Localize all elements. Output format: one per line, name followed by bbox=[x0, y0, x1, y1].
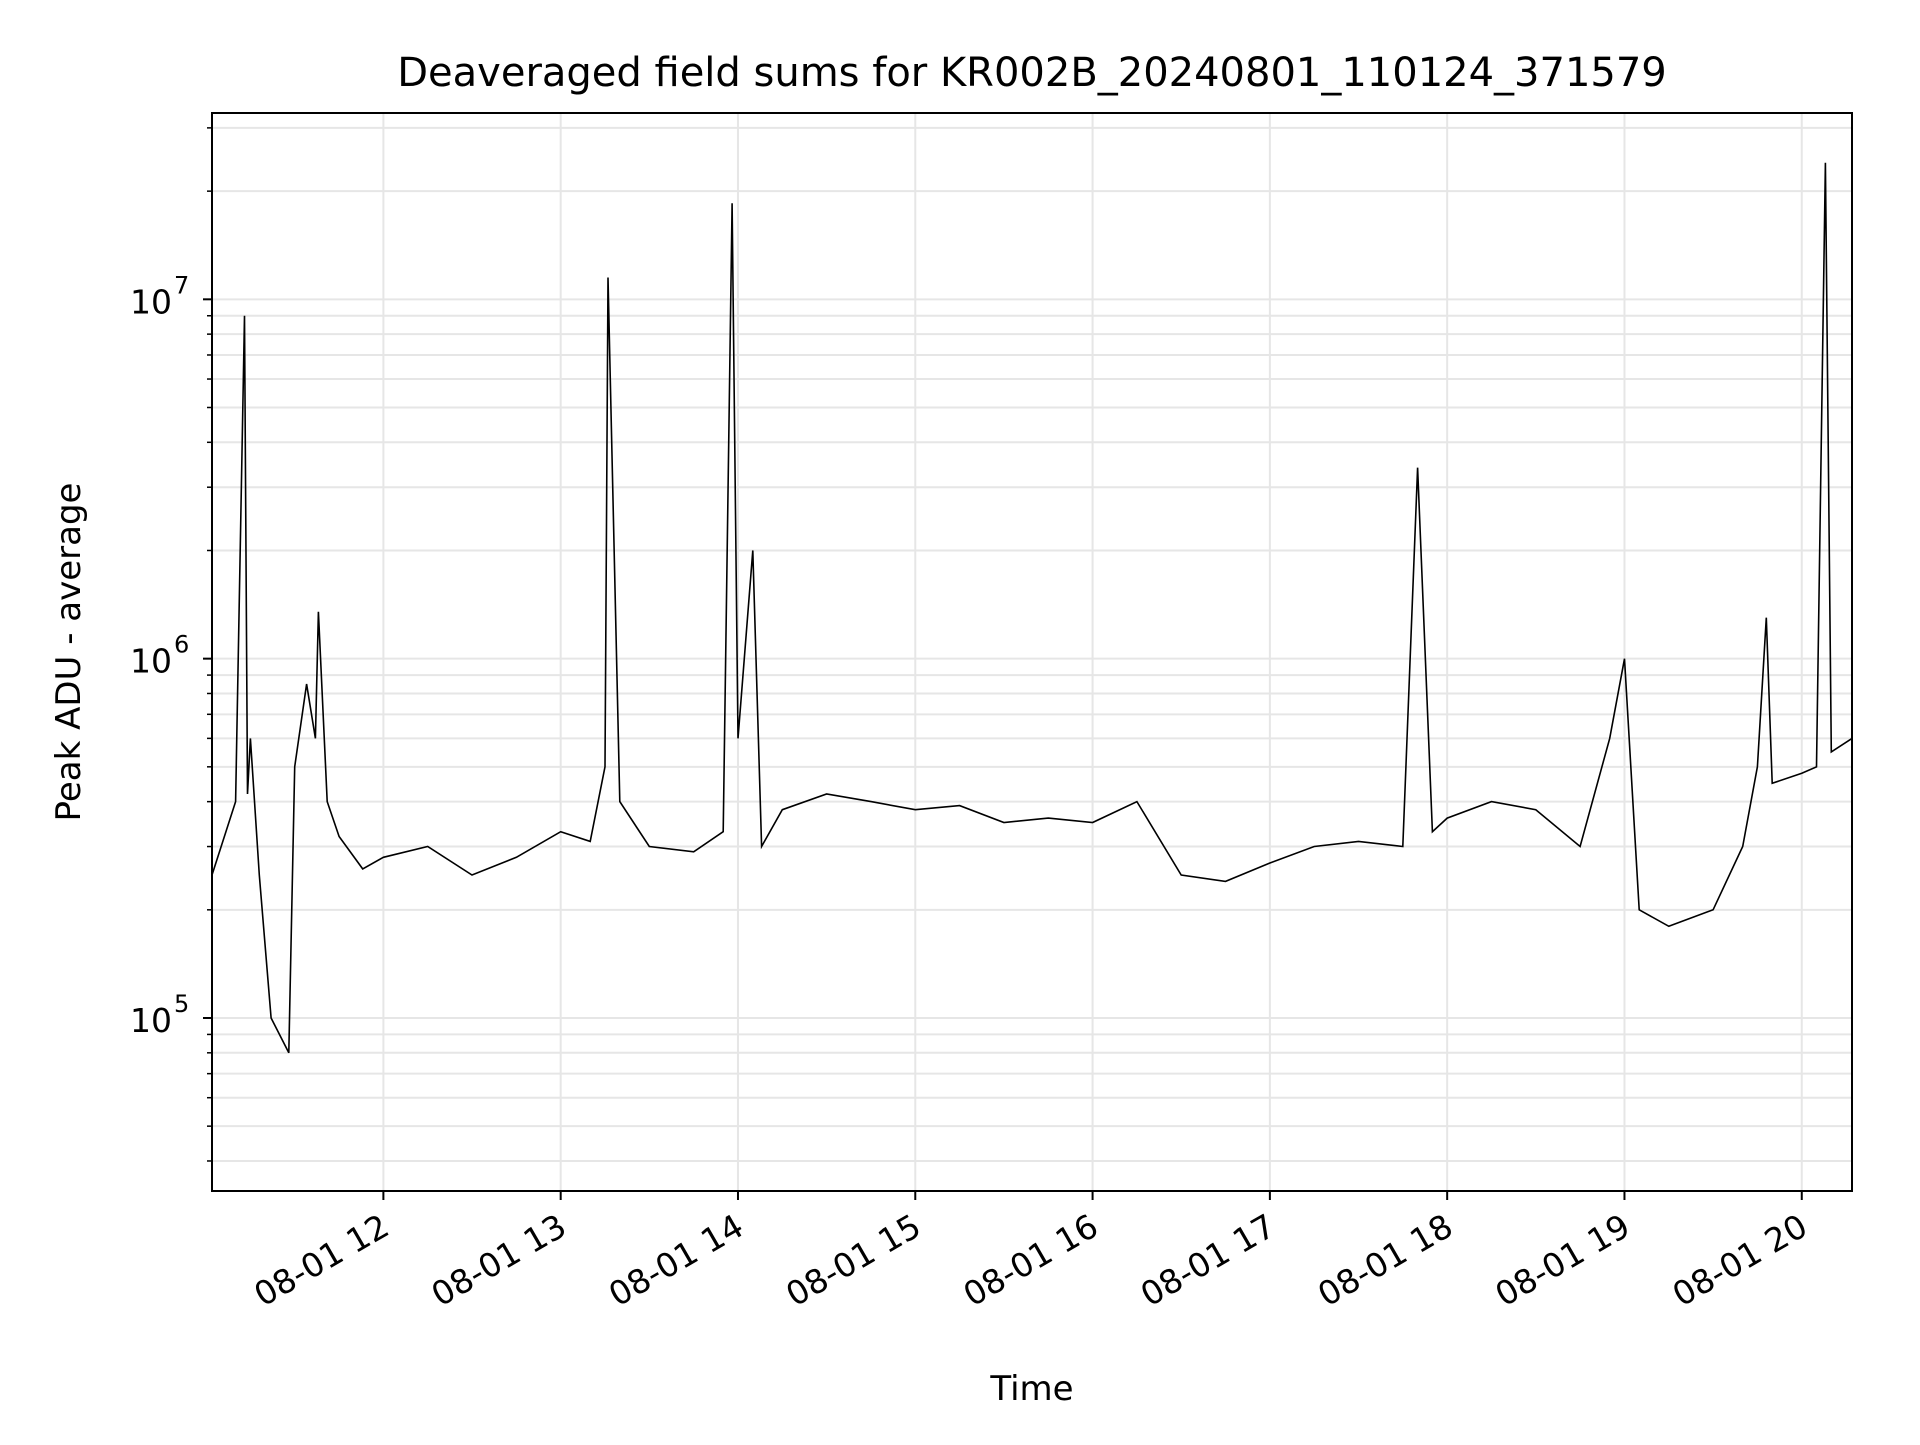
y-tick-exponent: 7 bbox=[174, 271, 189, 299]
data-series-layer bbox=[211, 162, 1853, 1054]
y-tick-exponent: 5 bbox=[174, 990, 189, 1018]
y-axis-label: Peak ADU - average bbox=[49, 483, 89, 822]
grid-lines bbox=[212, 113, 1852, 1191]
chart-title: Deaveraged field sums for KR002B_2024080… bbox=[397, 50, 1667, 96]
y-tick-label: 10 bbox=[130, 1001, 172, 1040]
y-tick-label: 10 bbox=[130, 282, 172, 321]
y-tick-label: 10 bbox=[130, 642, 172, 681]
data-series-line bbox=[211, 162, 1853, 1054]
plot-area-frame bbox=[211, 112, 1853, 1192]
y-tick-exponent: 6 bbox=[174, 631, 189, 659]
axis-ticks bbox=[203, 127, 1803, 1200]
x-axis-label: Time bbox=[989, 1369, 1073, 1409]
